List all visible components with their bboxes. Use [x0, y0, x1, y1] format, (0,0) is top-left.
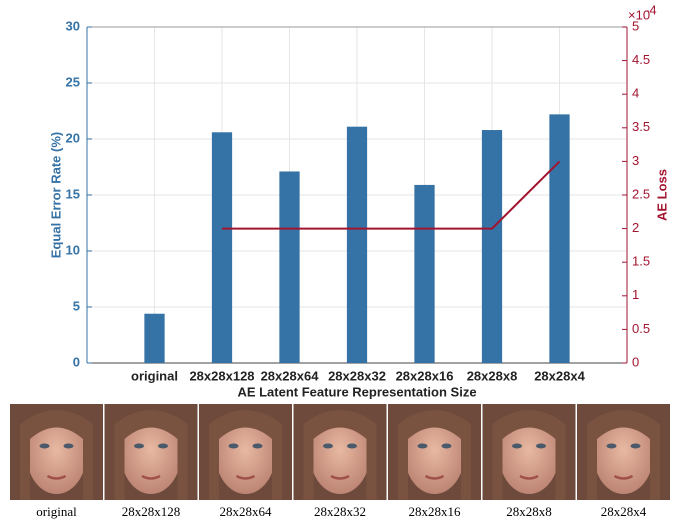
face-thumbnail	[577, 404, 670, 500]
eye	[39, 443, 50, 449]
eye	[347, 443, 357, 449]
y2-tick-label: 5	[632, 18, 639, 33]
mouth	[235, 474, 256, 480]
y2-tick-label: 0.5	[632, 321, 650, 336]
hair	[492, 410, 566, 500]
y2-scale-exponent: -4	[645, 2, 657, 17]
x-tick-label: 28x28x4	[534, 368, 585, 383]
y-tick-label: 0	[73, 354, 80, 369]
hair	[20, 410, 93, 500]
hair	[398, 410, 471, 500]
y-tick-label: 15	[66, 186, 80, 201]
eye	[441, 443, 452, 449]
y2-tick-label: 3.5	[632, 119, 650, 134]
eye	[323, 443, 333, 449]
image-caption: 28x28x8	[506, 504, 552, 519]
mouth	[519, 474, 539, 480]
face	[215, 414, 276, 494]
bar	[211, 132, 233, 363]
eye	[252, 443, 263, 449]
bar	[279, 171, 300, 363]
image-caption: 28x28x128	[122, 504, 181, 519]
x-tick-label: 28x28x16	[396, 368, 454, 383]
mouth	[141, 474, 161, 480]
bar	[414, 184, 435, 363]
x-tick-label: original	[131, 368, 178, 383]
image-caption: 28x28x16	[409, 504, 462, 519]
mouth	[424, 474, 445, 480]
y-tick-label: 30	[66, 18, 80, 33]
eye	[63, 443, 74, 449]
mouth	[613, 474, 634, 480]
face-thumbnail	[104, 404, 198, 500]
eye	[134, 443, 144, 449]
mouth	[46, 474, 67, 480]
face	[26, 414, 87, 494]
x-tick-label: 28x28x32	[328, 368, 386, 383]
face	[310, 414, 370, 494]
eye	[536, 443, 546, 449]
y2-tick-label: 4.5	[632, 52, 650, 67]
face-thumbnail	[293, 404, 387, 500]
bar	[144, 313, 165, 363]
eye	[512, 443, 522, 449]
y2-axis-title: AE Loss	[654, 169, 669, 221]
eye	[630, 443, 641, 449]
x-tick-label: 28x28x8	[467, 368, 518, 383]
y2-tick-label: 1.5	[632, 254, 650, 269]
hair	[114, 410, 188, 500]
bar	[346, 126, 368, 364]
x-axis-title: AE Latent Feature Representation Size	[237, 384, 476, 399]
image-caption: 28x28x32	[314, 504, 366, 519]
y-tick-label: 20	[66, 130, 80, 145]
y2-tick-label: 0	[632, 354, 639, 369]
y2-tick-label: 2.5	[632, 186, 650, 201]
y-tick-label: 10	[66, 242, 80, 257]
face-thumbnail	[482, 404, 576, 500]
y2-tick-label: 1	[632, 287, 639, 302]
hair	[303, 410, 377, 500]
y2-scale-base: ×10	[628, 7, 650, 22]
eye	[228, 443, 239, 449]
face-thumbnail	[10, 404, 103, 500]
hair	[209, 410, 282, 500]
x-tick-label: 28x28x128	[189, 368, 254, 383]
image-caption: 28x28x64	[220, 504, 273, 519]
y-tick-label: 5	[73, 298, 80, 313]
y-axis-title: Equal Error Rate (%)	[48, 132, 63, 258]
image-caption: 28x28x4	[601, 504, 647, 519]
face-thumbnail	[199, 404, 292, 500]
image-caption: original	[36, 504, 77, 519]
eye	[606, 443, 617, 449]
face	[404, 414, 465, 494]
face	[593, 414, 654, 494]
face	[499, 414, 559, 494]
y2-tick-label: 4	[632, 86, 639, 101]
hair	[587, 410, 660, 500]
face	[121, 414, 181, 494]
line	[222, 160, 561, 230]
y2-tick-label: 3	[632, 153, 639, 168]
bar	[549, 114, 570, 363]
eye	[158, 443, 168, 449]
y-tick-label: 25	[66, 74, 80, 89]
mouth	[330, 474, 350, 480]
eye	[417, 443, 428, 449]
y2-tick-label: 2	[632, 220, 639, 235]
bar	[481, 130, 503, 363]
x-tick-label: 28x28x64	[261, 368, 320, 383]
face-thumbnail	[388, 404, 481, 500]
